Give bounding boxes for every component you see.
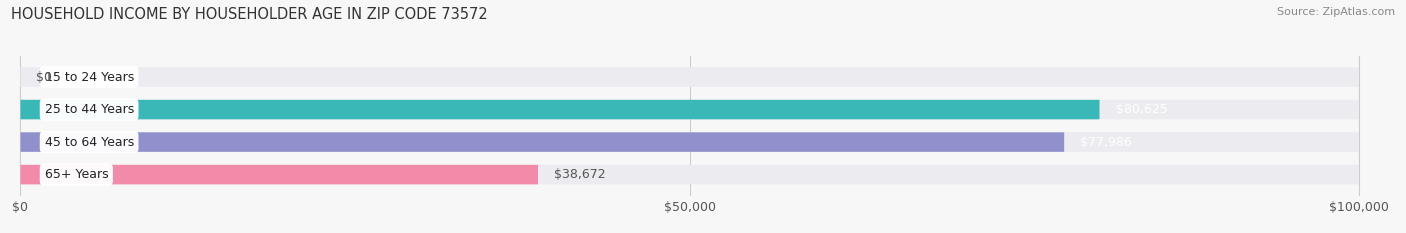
- Text: $77,986: $77,986: [1080, 136, 1132, 149]
- FancyBboxPatch shape: [21, 100, 1358, 119]
- Text: 65+ Years: 65+ Years: [45, 168, 108, 181]
- Text: $38,672: $38,672: [554, 168, 606, 181]
- Text: HOUSEHOLD INCOME BY HOUSEHOLDER AGE IN ZIP CODE 73572: HOUSEHOLD INCOME BY HOUSEHOLDER AGE IN Z…: [11, 7, 488, 22]
- Text: 15 to 24 Years: 15 to 24 Years: [45, 71, 134, 84]
- FancyBboxPatch shape: [21, 165, 1358, 184]
- Text: $80,625: $80,625: [1115, 103, 1167, 116]
- Text: Source: ZipAtlas.com: Source: ZipAtlas.com: [1277, 7, 1395, 17]
- Text: $0: $0: [37, 71, 52, 84]
- FancyBboxPatch shape: [21, 132, 1064, 152]
- Text: 45 to 64 Years: 45 to 64 Years: [45, 136, 134, 149]
- FancyBboxPatch shape: [21, 165, 538, 184]
- FancyBboxPatch shape: [21, 132, 1358, 152]
- FancyBboxPatch shape: [21, 67, 1358, 87]
- Text: 25 to 44 Years: 25 to 44 Years: [45, 103, 134, 116]
- FancyBboxPatch shape: [21, 100, 1099, 119]
